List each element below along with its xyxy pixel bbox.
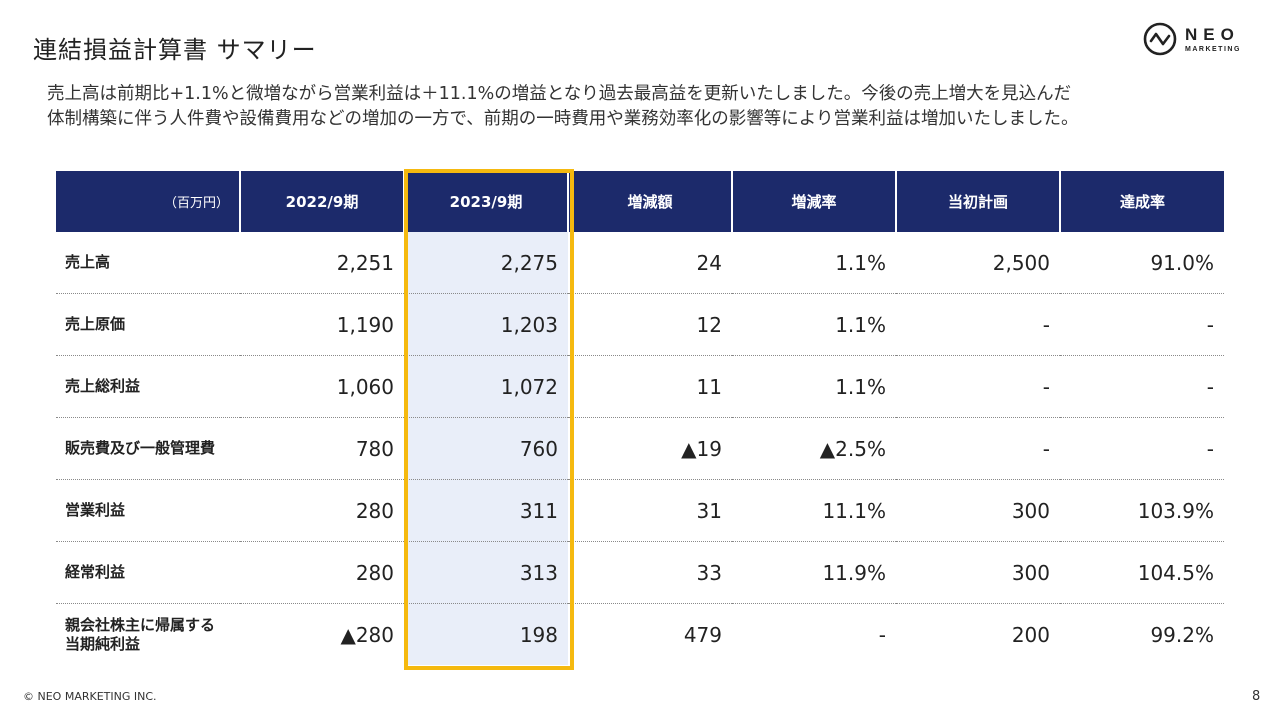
- cell-value: 1.1%: [732, 232, 896, 294]
- row-label-line: 当期純利益: [65, 634, 141, 653]
- cell-value: -: [1060, 293, 1224, 356]
- cell-value: 103.9%: [1060, 479, 1224, 542]
- lead-line: 売上高は前期比+1.1%と微増ながら営業利益は＋11.1%の増益となり過去最高益…: [47, 84, 1072, 104]
- cell-value: -: [1060, 417, 1224, 480]
- cell-value: 1,190: [240, 293, 404, 356]
- company-logo: NEO MARKETING: [1143, 22, 1241, 56]
- cell-value: 300: [896, 541, 1060, 604]
- cell-value: 2,500: [896, 232, 1060, 294]
- cell-value: 91.0%: [1060, 232, 1224, 294]
- table-row: 売上高 2,251 2,275 24 1.1% 2,500 91.0%: [56, 232, 1224, 294]
- logo-subtext: MARKETING: [1185, 45, 1241, 53]
- lead-line: 体制構築に伴う人件費や設備費用などの増加の一方で、前期の一時費用や業務効率化の影…: [47, 109, 1079, 129]
- column-header-fy2022: 2022/9期: [239, 171, 404, 232]
- cell-value: 1.1%: [732, 355, 896, 418]
- cell-value: ▲19: [568, 417, 732, 480]
- cell-value: ▲280: [340, 622, 394, 647]
- cell-value: 104.5%: [1060, 541, 1224, 604]
- cell-value: -: [1060, 355, 1224, 418]
- column-header-change-rate: 増減率: [731, 171, 896, 232]
- table-row: 親会社株主に帰属する 当期純利益 ▲280 198 479 - 200 99.2%: [56, 603, 1224, 666]
- cell-value: 31: [568, 479, 732, 542]
- cell-value: -: [896, 293, 1060, 356]
- cell-value: 760: [404, 417, 568, 480]
- table-header-row: （百万円） 2022/9期 2023/9期 増減額 増減率 当初計画 達成率: [56, 171, 1224, 232]
- cell-value: 11.9%: [732, 541, 896, 604]
- page-number: 8: [1252, 689, 1261, 704]
- column-header-achievement-rate: 達成率: [1059, 171, 1224, 232]
- row-label: 経常利益: [56, 541, 240, 604]
- cell-value: 198: [404, 603, 568, 665]
- summary-lead-text: 売上高は前期比+1.1%と微増ながら営業利益は＋11.1%の増益となり過去最高益…: [47, 82, 1247, 132]
- row-label: 親会社株主に帰属する 当期純利益: [56, 604, 240, 666]
- cell-value: 33: [568, 541, 732, 604]
- cell-value: 2,275: [404, 232, 568, 294]
- cell-value: ▲2.5%: [732, 417, 896, 480]
- row-label-line: 親会社株主に帰属する: [65, 615, 216, 634]
- cell-value: 780: [240, 417, 404, 480]
- row-label: 販売費及び一般管理費: [56, 417, 240, 480]
- unit-header: （百万円）: [56, 171, 240, 232]
- pl-summary-table: （百万円） 2022/9期 2023/9期 増減額 増減率 当初計画 達成率 売…: [56, 171, 1224, 665]
- cell-value: -: [896, 355, 1060, 418]
- page-title: 連結損益計算書 サマリー: [33, 36, 317, 64]
- cell-value: -: [878, 622, 886, 647]
- cell-value: 1,072: [404, 355, 568, 418]
- cell-value: 11: [568, 355, 732, 418]
- cell-value: 300: [896, 479, 1060, 542]
- cell-value: 11.1%: [732, 479, 896, 542]
- table-row: 販売費及び一般管理費 780 760 ▲19 ▲2.5% - -: [56, 417, 1224, 480]
- column-header-change-amount: 増減額: [567, 171, 732, 232]
- cell-value: -: [896, 417, 1060, 480]
- table-row: 売上原価 1,190 1,203 12 1.1% - -: [56, 293, 1224, 356]
- cell-value: 1,203: [404, 293, 568, 356]
- cell-value: 1.1%: [732, 293, 896, 356]
- cell-value: 479: [683, 622, 722, 647]
- column-header-initial-plan: 当初計画: [895, 171, 1060, 232]
- row-label: 売上高: [56, 232, 240, 294]
- cell-value: 2,251: [240, 232, 404, 294]
- cell-value: 280: [240, 479, 404, 542]
- copyright: © NEO MARKETING INC.: [23, 690, 157, 703]
- cell-value: 12: [568, 293, 732, 356]
- cell-value: 24: [568, 232, 732, 294]
- cell-value: 311: [404, 479, 568, 542]
- cell-value: 1,060: [240, 355, 404, 418]
- row-label: 売上原価: [56, 293, 240, 356]
- table-row: 売上総利益 1,060 1,072 11 1.1% - -: [56, 355, 1224, 418]
- table-row: 営業利益 280 311 31 11.1% 300 103.9%: [56, 479, 1224, 542]
- cell-value: 200: [1011, 622, 1050, 647]
- cell-value: 280: [240, 541, 404, 604]
- column-header-fy2023: 2023/9期: [403, 171, 568, 232]
- logo-wordmark: NEO: [1185, 24, 1240, 44]
- row-label: 売上総利益: [56, 355, 240, 418]
- table-row: 経常利益 280 313 33 11.9% 300 104.5%: [56, 541, 1224, 604]
- cell-value: 99.2%: [1150, 622, 1214, 647]
- cell-value: 313: [404, 541, 568, 604]
- neo-logo-icon: [1143, 22, 1177, 56]
- row-label: 営業利益: [56, 479, 240, 542]
